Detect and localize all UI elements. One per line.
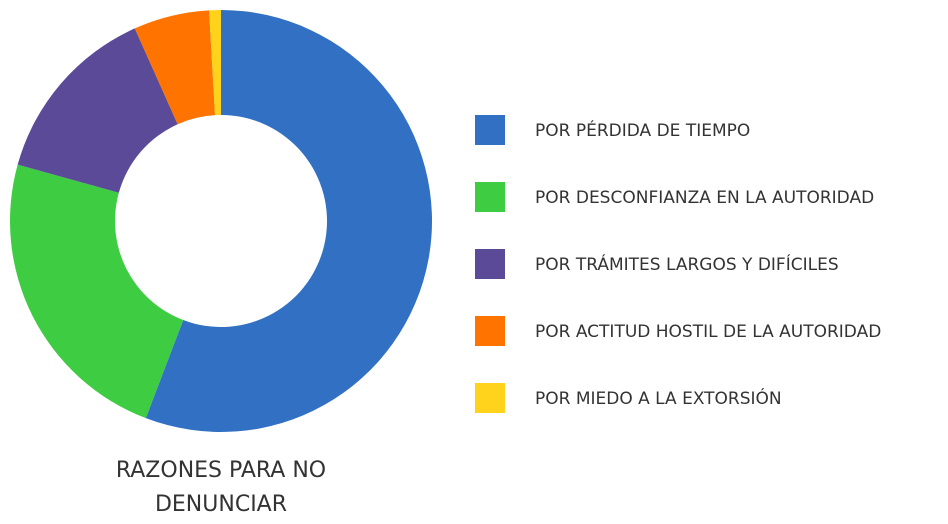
legend-swatch bbox=[475, 383, 505, 413]
legend-swatch bbox=[475, 249, 505, 279]
legend-label: POR DESCONFIANZA EN LA AUTORIDAD bbox=[535, 188, 874, 208]
legend-swatch bbox=[475, 115, 505, 145]
chart-title: RAZONES PARA NO DENUNCIAR bbox=[115, 458, 327, 517]
legend-label: POR TRÁMITES LARGOS Y DIFÍCILES bbox=[535, 253, 839, 275]
donut-slice bbox=[17, 28, 178, 193]
legend-label: POR MIEDO A LA EXTORSIÓN bbox=[535, 387, 782, 409]
donut-slice bbox=[209, 10, 221, 116]
donut-slice bbox=[145, 10, 432, 432]
donut-slice bbox=[134, 10, 216, 125]
legend-label: POR ACTITUD HOSTIL DE LA AUTORIDAD bbox=[535, 322, 881, 342]
legend-swatch bbox=[475, 182, 505, 212]
legend-swatch bbox=[475, 316, 505, 346]
donut-slice bbox=[9, 164, 184, 419]
legend-label: POR PÉRDIDA DE TIEMPO bbox=[535, 119, 750, 141]
